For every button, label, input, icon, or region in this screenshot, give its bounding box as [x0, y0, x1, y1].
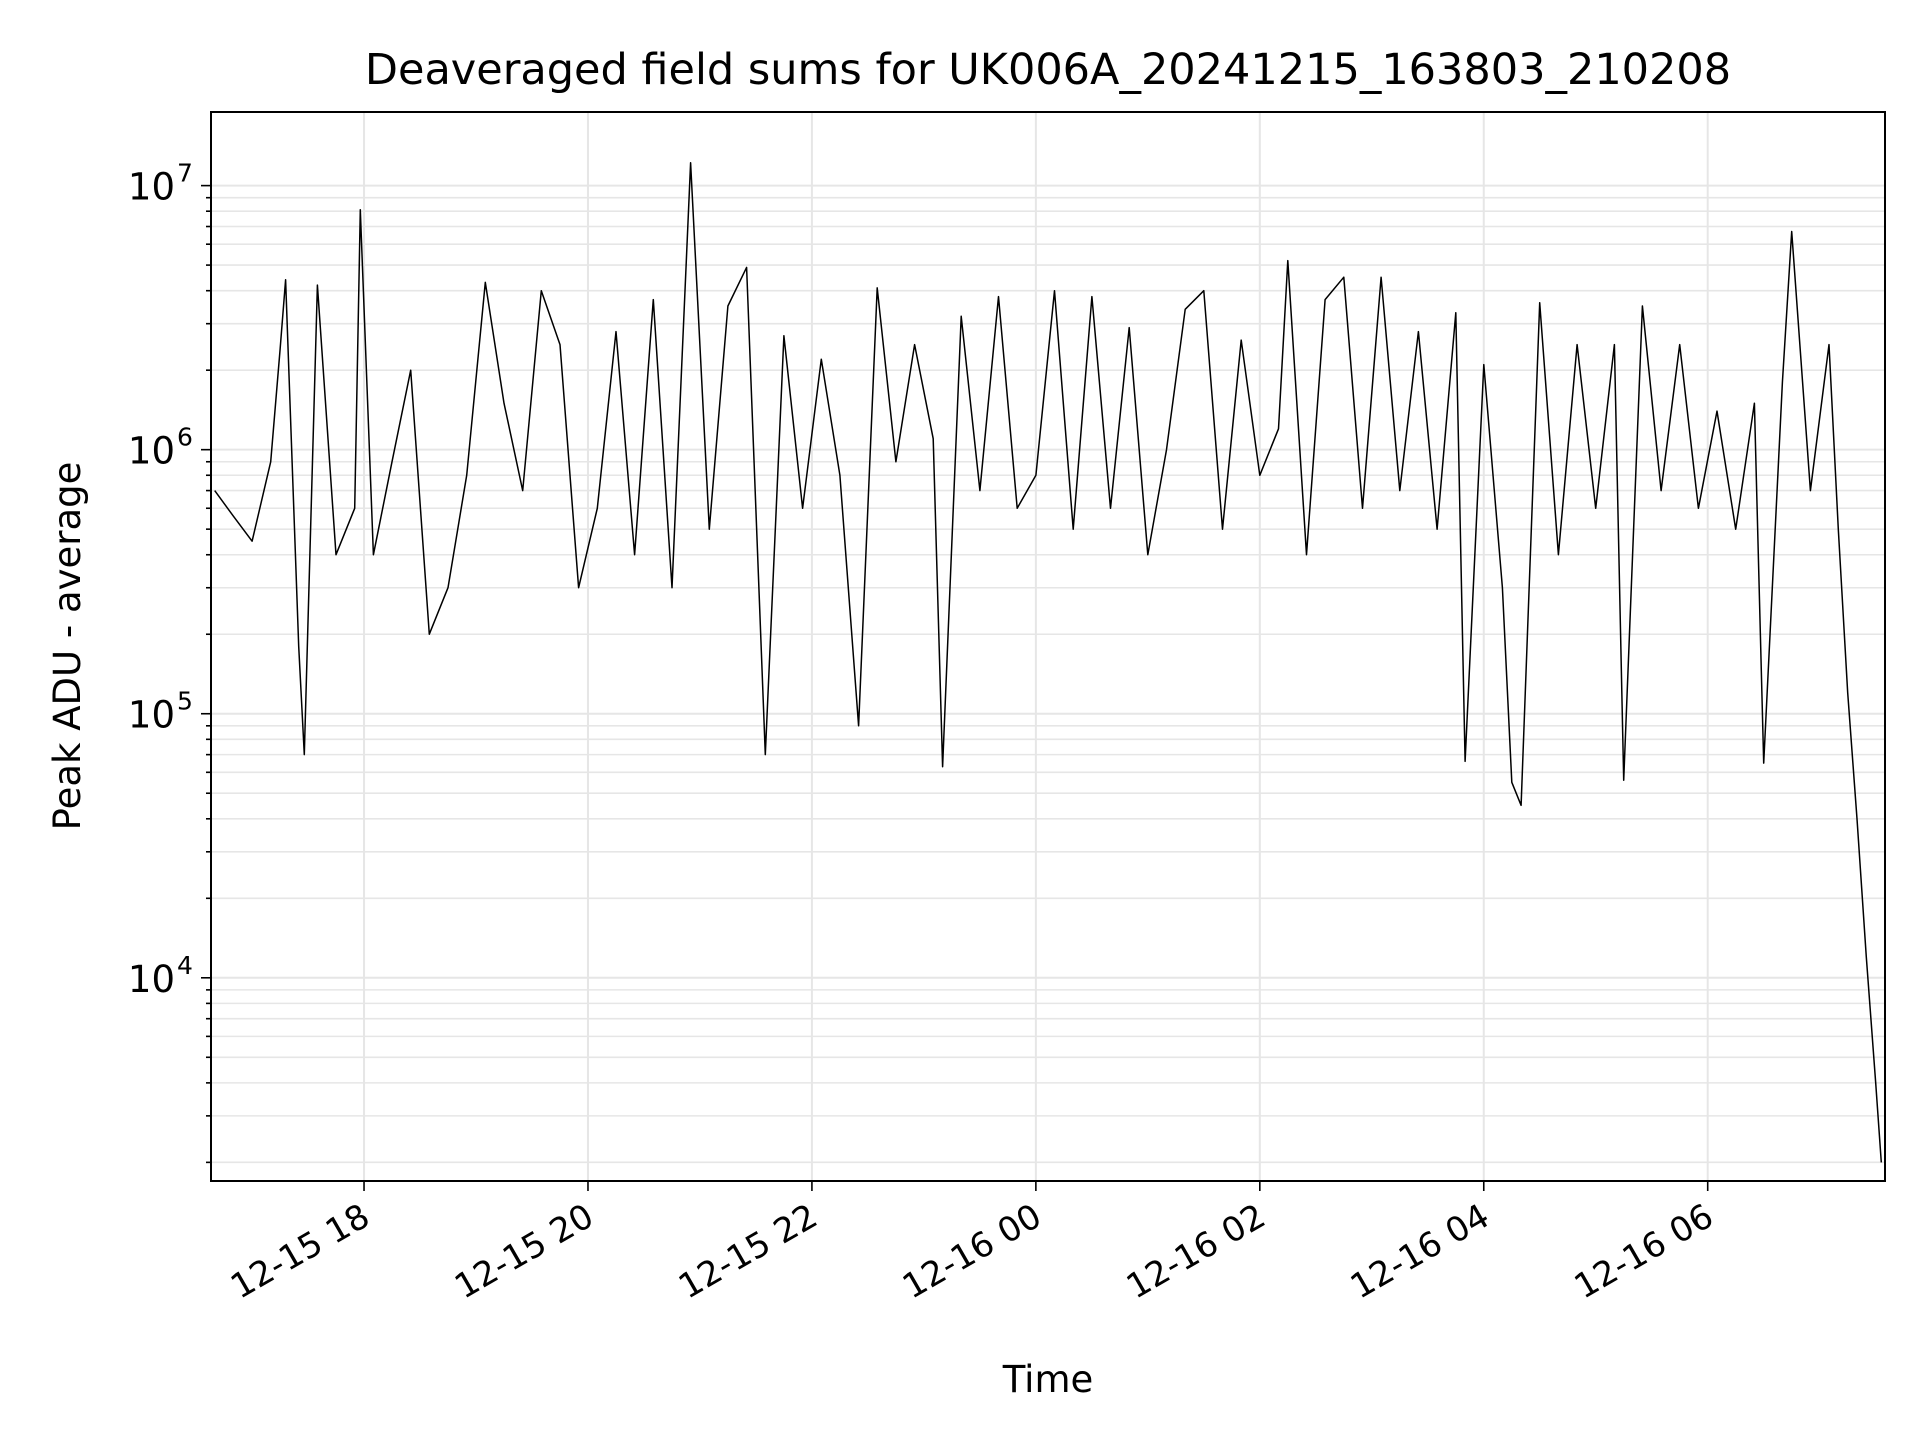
series-line: [214, 162, 1883, 1163]
y-axis-title: Peak ADU - average: [46, 462, 89, 831]
grid-lines: [211, 112, 1885, 1181]
y-tick-label: 10: [128, 958, 175, 1001]
chart-title: Deaveraged field sums for UK006A_2024121…: [365, 45, 1731, 95]
y-tick-exponent: 7: [177, 159, 193, 188]
plot-frame: [210, 111, 1886, 1182]
y-tick-exponent: 6: [177, 423, 193, 452]
y-tick-label: 10: [128, 694, 175, 737]
y-tick-exponent: 4: [177, 951, 193, 980]
y-tick-label: 10: [128, 166, 175, 209]
y-tick-label: 10: [128, 430, 175, 473]
y-tick-exponent: 5: [177, 687, 193, 716]
series-layer: [214, 162, 1883, 1163]
x-axis-title: Time: [1002, 1358, 1094, 1401]
